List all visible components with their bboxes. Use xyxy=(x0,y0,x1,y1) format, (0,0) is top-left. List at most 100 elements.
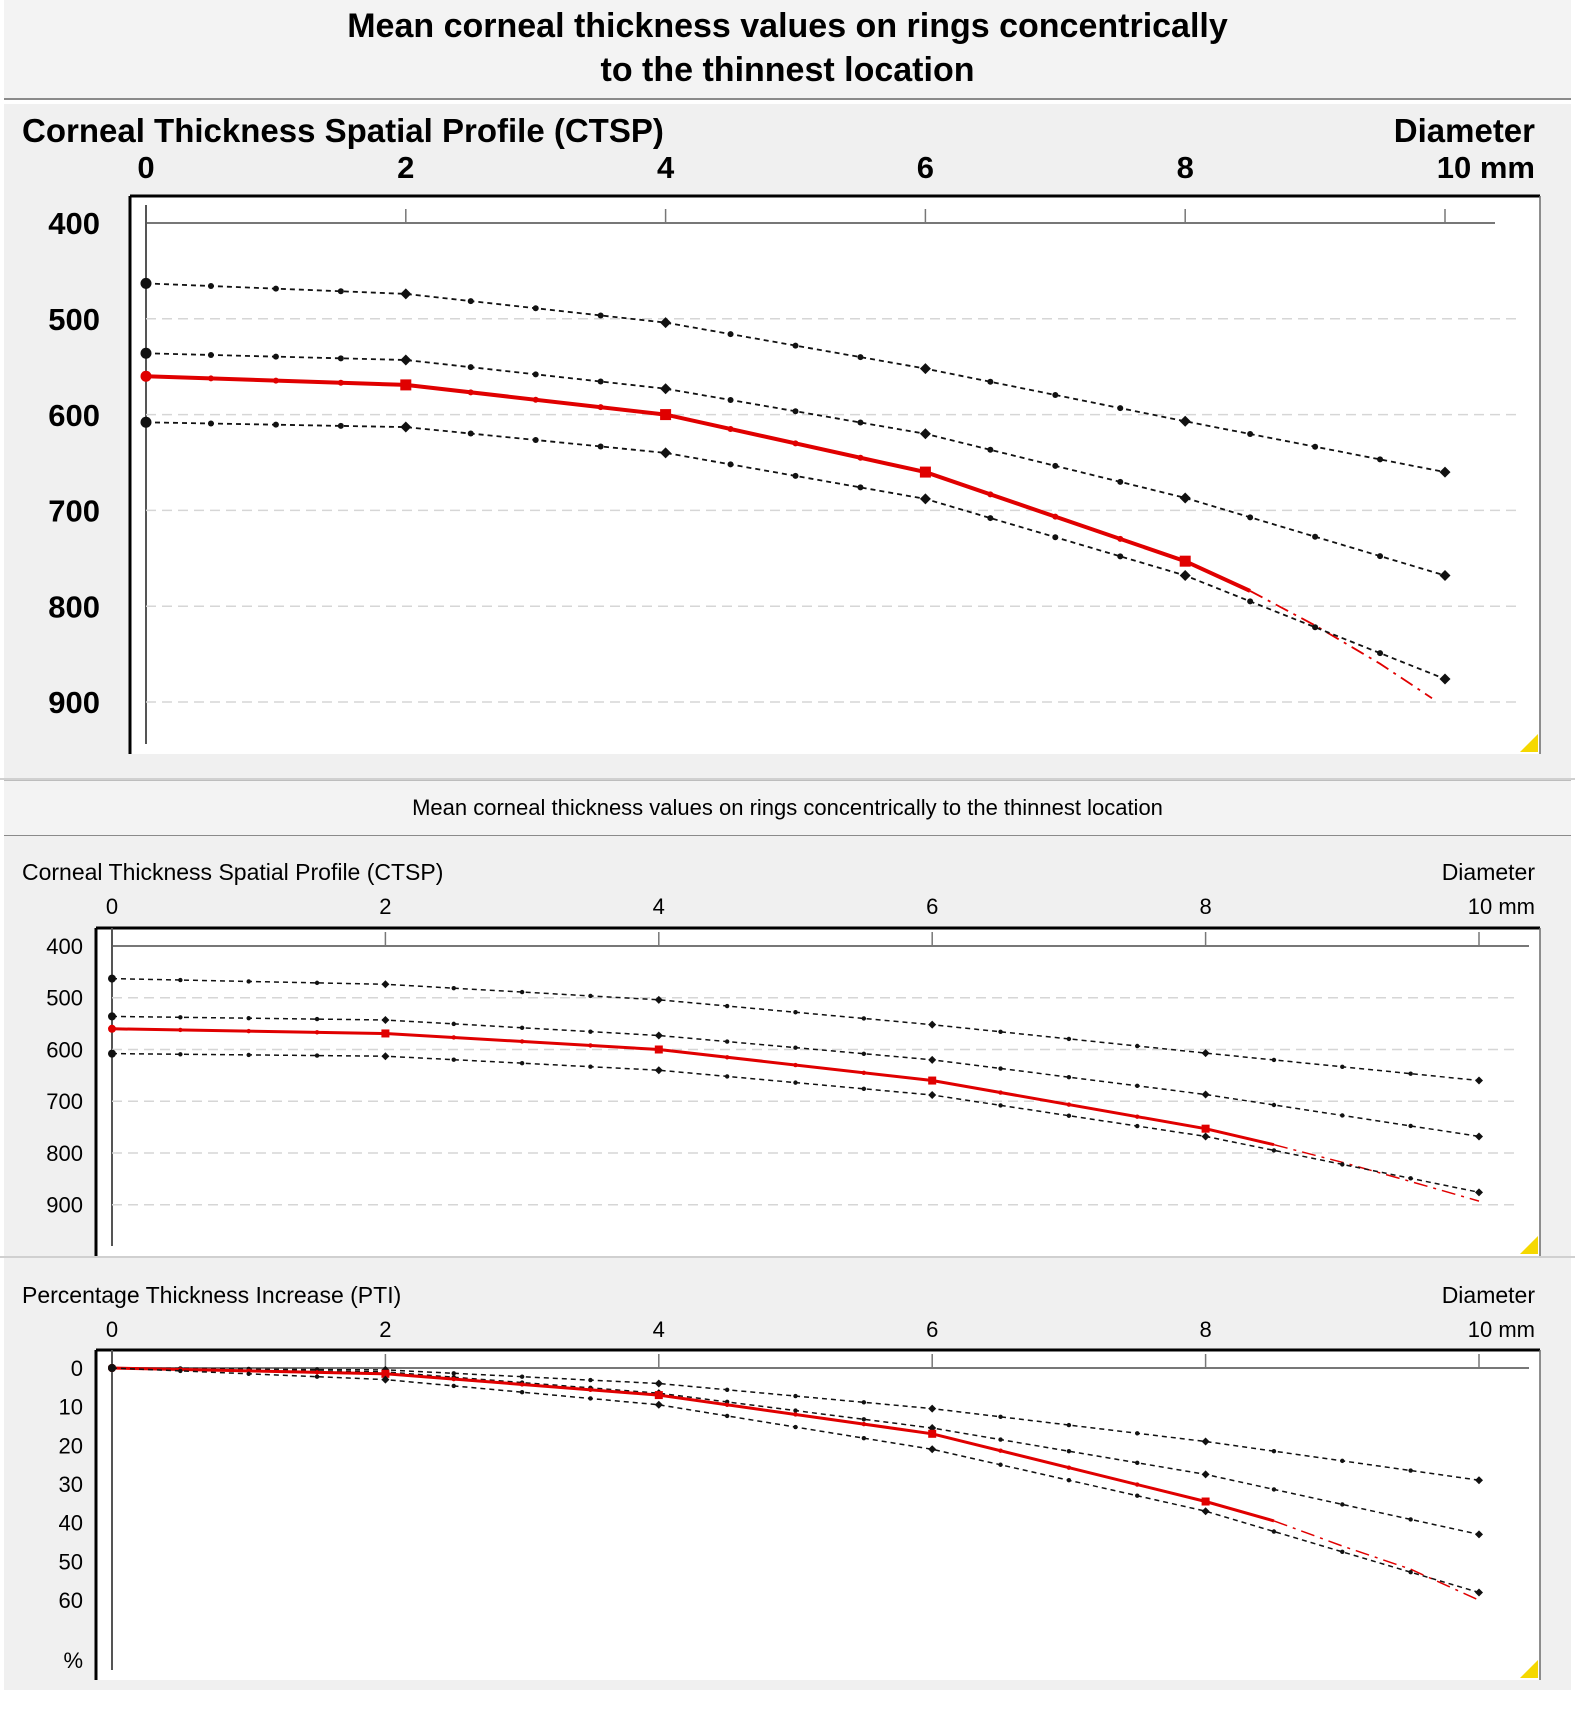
chart3-band-middle-minor-point xyxy=(793,1408,798,1413)
chart3-band-lower-minor-point xyxy=(1271,1529,1277,1534)
chart1-y-tick-label: 900 xyxy=(48,685,100,720)
chart1-band-middle-point xyxy=(660,383,672,395)
chart3-band-upper-minor-point xyxy=(588,1377,593,1383)
chart3-band-lower-minor-point xyxy=(1408,1569,1413,1575)
chart1-mean-minor-point xyxy=(207,375,214,382)
chart1-band-lower-point xyxy=(1439,673,1451,685)
chart1-y-tick-label: 800 xyxy=(48,589,100,624)
chart2-band-lower-point xyxy=(1475,1188,1483,1197)
chart2-band-lower-point xyxy=(381,1052,390,1061)
chart1-band-upper-minor-point xyxy=(1377,456,1384,463)
chart2-band-middle-point xyxy=(654,1031,663,1040)
chart3-band-lower-minor-point xyxy=(861,1435,867,1441)
chart2-title: Corneal Thickness Spatial Profile (CTSP) xyxy=(22,859,443,885)
chart3-band-upper-minor-point xyxy=(1271,1449,1277,1454)
chart2-mean-point xyxy=(1201,1124,1210,1133)
chart1-band-lower-minor-point xyxy=(337,422,344,429)
chart3-mean-point xyxy=(1201,1497,1210,1506)
chart1-mean-extrapolated-line xyxy=(1249,590,1433,699)
chart3-x-tick-label: 8 xyxy=(1199,1317,1211,1342)
chart3-band-middle-minor-point xyxy=(1066,1449,1072,1454)
chart1-x-tick-label: 0 xyxy=(137,150,154,185)
chart1-x-tick-label: 2 xyxy=(397,150,414,185)
chart3-band-upper-minor-point xyxy=(1066,1422,1072,1428)
chart2-y-tick-label: 700 xyxy=(46,1089,83,1114)
chart2-band-middle-point xyxy=(1475,1132,1483,1141)
chart1-band-lower-minor-point xyxy=(467,430,474,437)
chart2-mean-extrapolated-line xyxy=(1273,1143,1480,1202)
chart1-mean-point xyxy=(140,370,152,382)
chart1-band-middle-line xyxy=(145,352,1446,577)
chart2-band-lower-minor-point xyxy=(724,1074,730,1079)
chart2-band-lower-minor-point xyxy=(451,1057,456,1062)
chart2-band-upper-minor-point xyxy=(314,980,320,986)
chart1-mean-minor-point xyxy=(727,425,734,432)
chart1-band-upper-minor-point xyxy=(857,354,864,361)
chart1-mean-minor-point xyxy=(987,491,994,498)
chart2-mean-minor-point xyxy=(178,1027,183,1033)
chart1-y-tick-label: 700 xyxy=(48,494,100,529)
chart3-x-axis-label: Diameter xyxy=(1442,1282,1536,1308)
main-title-line2: to the thinnest location xyxy=(600,51,975,89)
chart1-band-lower-minor-point xyxy=(1312,624,1319,631)
chart1-band-upper-point xyxy=(140,277,152,289)
chart3-title: Percentage Thickness Increase (PTI) xyxy=(22,1282,401,1308)
chart2-y-tick-label: 600 xyxy=(46,1037,83,1062)
chart2-band-middle-point xyxy=(1201,1090,1210,1099)
chart3-band-upper-point xyxy=(928,1404,937,1413)
main-title-line1: Mean corneal thickness values on rings c… xyxy=(347,7,1228,45)
chart1-band-upper-minor-point xyxy=(207,282,214,289)
chart1-band-middle-point xyxy=(919,428,931,440)
chart2-mean-point xyxy=(381,1029,390,1038)
chart3-mean-minor-point xyxy=(1135,1482,1140,1487)
chart1-x-axis-label: Diameter xyxy=(1394,112,1535,149)
chart1-band-upper-minor-point xyxy=(597,312,604,319)
chart1-band-middle-minor-point xyxy=(987,446,994,453)
chart2-mean-minor-point xyxy=(861,1070,867,1075)
chart3-mean-minor-point xyxy=(724,1402,730,1407)
chart3-y-tick-label: 40 xyxy=(59,1511,83,1536)
chart2-band-lower-minor-point xyxy=(1340,1162,1345,1167)
chart3-mean-minor-point xyxy=(588,1387,593,1392)
chart3-mean-minor-point xyxy=(451,1376,456,1382)
chart3-y-tick-label: 10 xyxy=(59,1395,83,1420)
chart1-band-lower-minor-point xyxy=(207,420,214,427)
chart1-band-middle-point xyxy=(400,354,412,366)
chart1-y-tick-label: 600 xyxy=(48,398,100,433)
chart3-band-middle-minor-point xyxy=(998,1437,1003,1442)
chart3-band-upper-minor-point xyxy=(861,1400,867,1405)
chart1-band-lower-point xyxy=(140,416,152,428)
chart3-band-lower-minor-point xyxy=(519,1389,525,1395)
chart1-band-upper-point xyxy=(660,317,672,329)
chart1-band-upper-minor-point xyxy=(792,342,799,349)
chart2-band-upper-minor-point xyxy=(1340,1064,1345,1070)
chart1-band-upper-minor-point xyxy=(467,298,474,305)
chart1-band-lower-minor-point xyxy=(1377,650,1384,657)
chart3-band-upper-point xyxy=(1475,1476,1483,1485)
chart3-band-lower-minor-point xyxy=(793,1424,798,1430)
chart3-band-upper-minor-point xyxy=(1408,1468,1413,1473)
chart1-x-tick-label: 4 xyxy=(657,150,675,185)
chart3-band-lower-minor-point xyxy=(1135,1493,1140,1498)
chart1-mean-minor-point xyxy=(857,454,864,461)
chart3-band-middle-minor-point xyxy=(1340,1502,1345,1507)
chart1-y-tick-label: 500 xyxy=(48,302,100,337)
chart3-band-upper-point xyxy=(1201,1437,1210,1446)
chart2-band-middle-point xyxy=(381,1016,390,1025)
chart1-band-middle-minor-point xyxy=(1312,533,1319,540)
chart3-band-upper-minor-point xyxy=(793,1393,798,1399)
chart1-band-middle-minor-point xyxy=(727,396,734,403)
chart1-band-lower-minor-point xyxy=(532,436,539,443)
chart2-band-upper-point xyxy=(381,980,390,989)
chart3-band-upper-minor-point xyxy=(1340,1458,1345,1464)
chart1-mean-point xyxy=(660,409,672,421)
chart2-band-middle-point xyxy=(928,1055,937,1064)
chart3-y-tick-label: 60 xyxy=(59,1588,83,1613)
chart1-band-lower-point xyxy=(919,493,931,505)
chart1-mean-minor-point xyxy=(337,379,344,386)
chart3-band-middle-minor-point xyxy=(1135,1460,1140,1466)
chart1-band-upper-minor-point xyxy=(1312,443,1319,450)
chart3-band-lower-minor-point xyxy=(314,1374,320,1379)
chart2-band-middle-minor-point xyxy=(519,1025,525,1030)
